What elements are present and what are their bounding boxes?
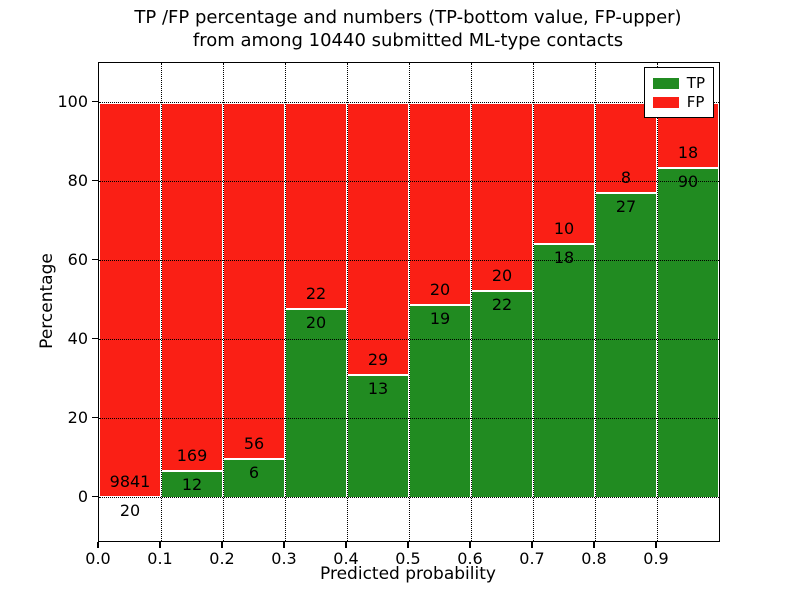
- bar-segment-tp: [347, 375, 409, 498]
- x-tick-label: 0.5: [395, 549, 421, 568]
- x-tick-mark: [531, 541, 533, 548]
- gridline-vertical: [594, 63, 596, 541]
- x-tick-mark: [221, 541, 223, 548]
- bar-count-label-tp: 13: [367, 379, 389, 399]
- bar-segment-tp: [657, 168, 719, 498]
- bar-segment-fp: [99, 102, 161, 497]
- x-tick-mark: [97, 541, 99, 548]
- chart-title: TP /FP percentage and numbers (TP-bottom…: [98, 6, 718, 52]
- bar-segment-tp: [595, 192, 657, 498]
- y-tick-label: 0: [77, 486, 88, 506]
- legend-swatch-tp: [652, 77, 679, 89]
- legend-item: FP: [652, 93, 705, 111]
- y-tick-mark: [92, 258, 98, 261]
- bar-segment-fp: [409, 102, 471, 306]
- bar-segment-fp: [285, 102, 347, 310]
- bar-count-label-tp: 18: [553, 247, 575, 267]
- x-tick-mark: [407, 541, 409, 548]
- bar-count-label-fp: 20: [491, 265, 513, 285]
- y-tick-mark: [92, 179, 98, 182]
- bar-count-label-tp: 90: [677, 172, 699, 192]
- legend: TP FP: [643, 67, 714, 118]
- x-tick-mark: [593, 541, 595, 548]
- bar-segment-fp: [533, 102, 595, 244]
- gridline-vertical: [160, 63, 162, 541]
- chart-title-line1: TP /FP percentage and numbers (TP-bottom…: [134, 7, 682, 28]
- bar-segment-tp: [161, 471, 223, 498]
- bar-count-label-fp: 29: [367, 350, 389, 370]
- y-tick-label: 60: [67, 249, 88, 269]
- x-tick-label: 0.2: [209, 549, 235, 568]
- bar-segment-fp: [347, 102, 409, 376]
- y-tick-label: 80: [67, 170, 88, 190]
- bar-count-label-tp: 20: [119, 500, 141, 520]
- bar-segment-tp: [409, 305, 471, 498]
- x-tick-label: 0.0: [85, 549, 111, 568]
- y-tick-mark: [92, 495, 98, 498]
- bar-segment-tp: [471, 290, 533, 498]
- y-tick-mark: [92, 416, 98, 419]
- x-tick-label: 0.1: [147, 549, 173, 568]
- gridline-vertical: [284, 63, 286, 541]
- x-tick-label: 0.6: [457, 549, 483, 568]
- chart-title-line2: from among 10440 submitted ML-type conta…: [192, 30, 624, 51]
- bar-segment-fp: [161, 102, 223, 472]
- gridline-vertical: [346, 63, 348, 541]
- bar-count-label-fp: 56: [243, 434, 265, 454]
- legend-swatch-fp: [652, 96, 679, 108]
- bar-count-label-fp: 18: [677, 143, 699, 163]
- bar-count-label-tp: 20: [305, 313, 327, 333]
- x-tick-mark: [345, 541, 347, 548]
- gridline-vertical: [408, 63, 410, 541]
- x-tick-mark: [469, 541, 471, 548]
- x-tick-label: 0.4: [333, 549, 359, 568]
- bar-count-label-tp: 27: [615, 196, 637, 216]
- bar-count-label-tp: 19: [429, 309, 451, 329]
- x-axis-label: Predicted probability: [320, 564, 496, 584]
- bar-count-label-fp: 169: [176, 446, 208, 466]
- x-tick-label: 0.8: [581, 549, 607, 568]
- bar-segment-fp: [223, 102, 285, 460]
- bar-segment-tp: [533, 243, 595, 498]
- bar-segment-fp: [471, 102, 533, 291]
- legend-label: FP: [686, 93, 705, 111]
- gridline-vertical: [532, 63, 534, 541]
- bar-count-label-fp: 20: [429, 280, 451, 300]
- plot-area: TP FP 9841 20 169 12 56 6 22 20 29 13 20 19 20 22 10 18 8…: [98, 62, 720, 542]
- bar-count-label-tp: 12: [181, 475, 203, 495]
- x-tick-label: 0.7: [519, 549, 545, 568]
- gridline-vertical: [470, 63, 472, 541]
- y-tick-mark: [92, 337, 98, 340]
- gridline-vertical: [656, 63, 658, 541]
- gridline-vertical: [222, 63, 224, 541]
- bar-count-label-tp: 6: [248, 463, 260, 483]
- x-tick-label: 0.9: [643, 549, 669, 568]
- x-tick-mark: [283, 541, 285, 548]
- y-tick-label: 20: [67, 407, 88, 427]
- legend-item: TP: [652, 74, 705, 92]
- x-tick-label: 0.3: [271, 549, 297, 568]
- bar-count-label-fp: 8: [620, 167, 632, 187]
- x-tick-mark: [159, 541, 161, 548]
- x-tick-mark: [655, 541, 657, 548]
- y-tick-mark: [92, 100, 98, 103]
- bar-segment-tp: [285, 309, 347, 498]
- bar-count-label-fp: 10: [553, 218, 575, 238]
- bar-count-label-fp: 22: [305, 284, 327, 304]
- bar-count-label-tp: 22: [491, 294, 513, 314]
- bar-count-label-fp: 9841: [109, 471, 151, 491]
- y-tick-label: 40: [67, 328, 88, 348]
- y-tick-label: 100: [57, 91, 88, 111]
- legend-label: TP: [686, 74, 705, 92]
